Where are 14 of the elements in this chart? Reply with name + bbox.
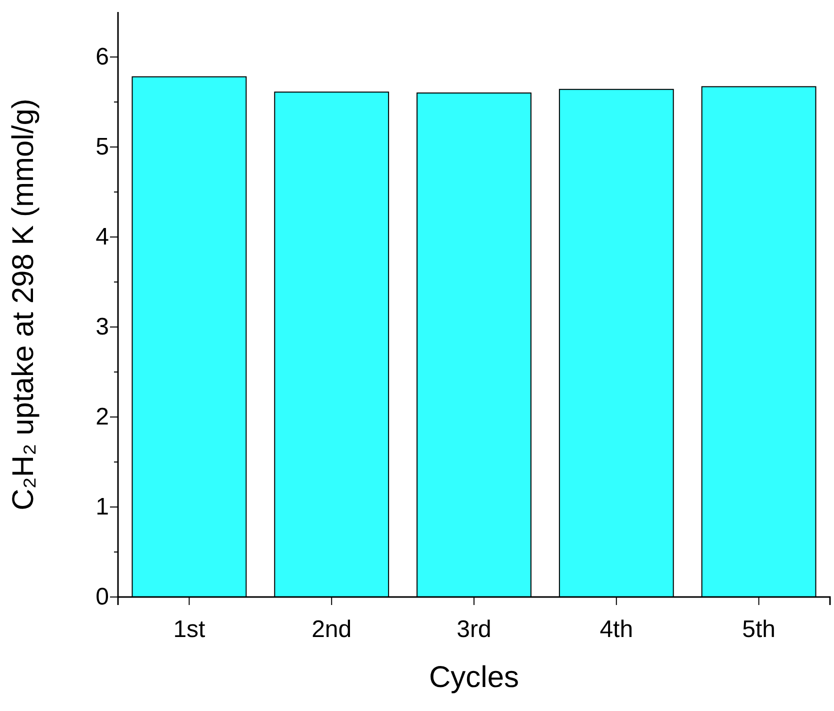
y-tick-label: 2 — [96, 404, 109, 431]
x-tick-label: 5th — [742, 616, 776, 643]
y-tick-label: 3 — [96, 314, 109, 341]
y-tick-label: 0 — [96, 584, 109, 611]
y-tick-label: 4 — [96, 224, 109, 251]
x-axis-title: Cycles — [428, 661, 520, 694]
y-axis-title: C₂H₂ uptake at 298 K (mmol/g) — [7, 98, 40, 510]
x-tick-label: 4th — [600, 616, 634, 643]
y-tick-label: 6 — [96, 44, 109, 71]
y-tick-label: 5 — [96, 134, 109, 161]
y-tick-label: 1 — [96, 494, 109, 521]
x-tick-label: 1st — [173, 616, 206, 643]
x-tick-label: 2nd — [312, 616, 352, 643]
x-tick-label: 3rd — [456, 616, 492, 643]
